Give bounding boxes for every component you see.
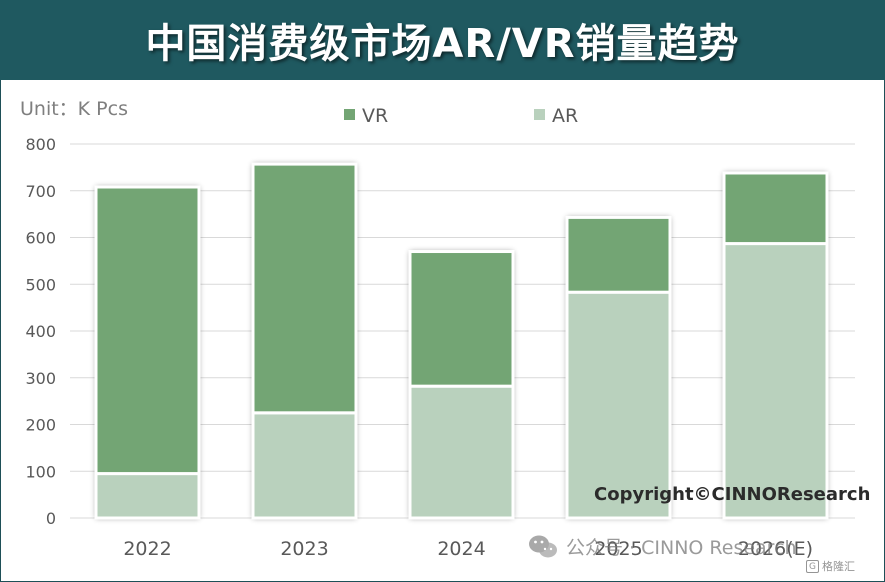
bar-group	[408, 250, 515, 520]
bar-segment-ar	[251, 411, 358, 520]
y-tick-label: 600	[25, 229, 56, 248]
watermark-text: 公众号 · CINNO Research	[566, 537, 797, 559]
y-tick-label: 200	[25, 416, 56, 435]
bar-segment-ar	[94, 472, 201, 520]
watermark: 公众号 · CINNO Research	[528, 533, 797, 560]
stacked-bar-chart: Unit：K Pcs VR AR 0 100 200 300 400 500 600 700 80…	[20, 98, 855, 560]
copyright-text: Copyright©CINNOResearch	[594, 484, 871, 505]
y-tick-label: 100	[25, 462, 56, 481]
y-axis: 0 100 200 300 400 500 600 700 800	[25, 135, 56, 528]
legend: VR AR	[344, 105, 578, 127]
y-tick-label: 800	[25, 135, 56, 154]
wechat-icon	[528, 534, 558, 560]
bar-segment-ar	[565, 290, 672, 520]
y-tick-label: 300	[25, 369, 56, 388]
legend-label-ar: AR	[552, 105, 578, 127]
legend-label-vr: VR	[362, 105, 388, 127]
source-badge: G 格隆汇	[806, 558, 855, 574]
bar-segment-vr	[251, 162, 358, 415]
bars	[94, 162, 829, 520]
bar-segment-vr	[722, 171, 829, 246]
bar-group	[722, 171, 829, 520]
unit-label: Unit：K Pcs	[20, 98, 128, 120]
bar-group	[251, 162, 358, 520]
bar-segment-vr	[408, 250, 515, 388]
y-tick-label: 0	[46, 509, 56, 528]
bar-segment-ar	[408, 384, 515, 520]
y-tick-label: 700	[25, 182, 56, 201]
title-bar: 中国消费级市场AR/VR销量趋势	[0, 0, 885, 80]
x-tick-label: 2026(E)	[738, 538, 813, 560]
bar-segment-ar	[722, 242, 829, 520]
bar-group	[565, 215, 672, 520]
x-axis: 2022 2023 2024 2025 2026(E)	[123, 538, 813, 560]
x-tick-label: 2022	[123, 538, 171, 560]
chart-title: 中国消费级市场AR/VR销量趋势	[145, 21, 740, 67]
x-tick-label: 2023	[280, 538, 328, 560]
y-tick-label: 400	[25, 322, 56, 341]
legend-swatch-ar	[534, 109, 545, 120]
legend-swatch-vr	[344, 109, 355, 120]
x-tick-label: 2024	[437, 538, 485, 560]
bar-segment-vr	[94, 185, 201, 476]
gelonghui-icon: G	[806, 559, 819, 573]
bar-group	[94, 185, 201, 520]
bar-segment-vr	[565, 215, 672, 294]
badge-text: 格隆汇	[822, 560, 855, 573]
x-tick-label: 2025	[594, 538, 642, 560]
y-tick-label: 500	[25, 275, 56, 294]
